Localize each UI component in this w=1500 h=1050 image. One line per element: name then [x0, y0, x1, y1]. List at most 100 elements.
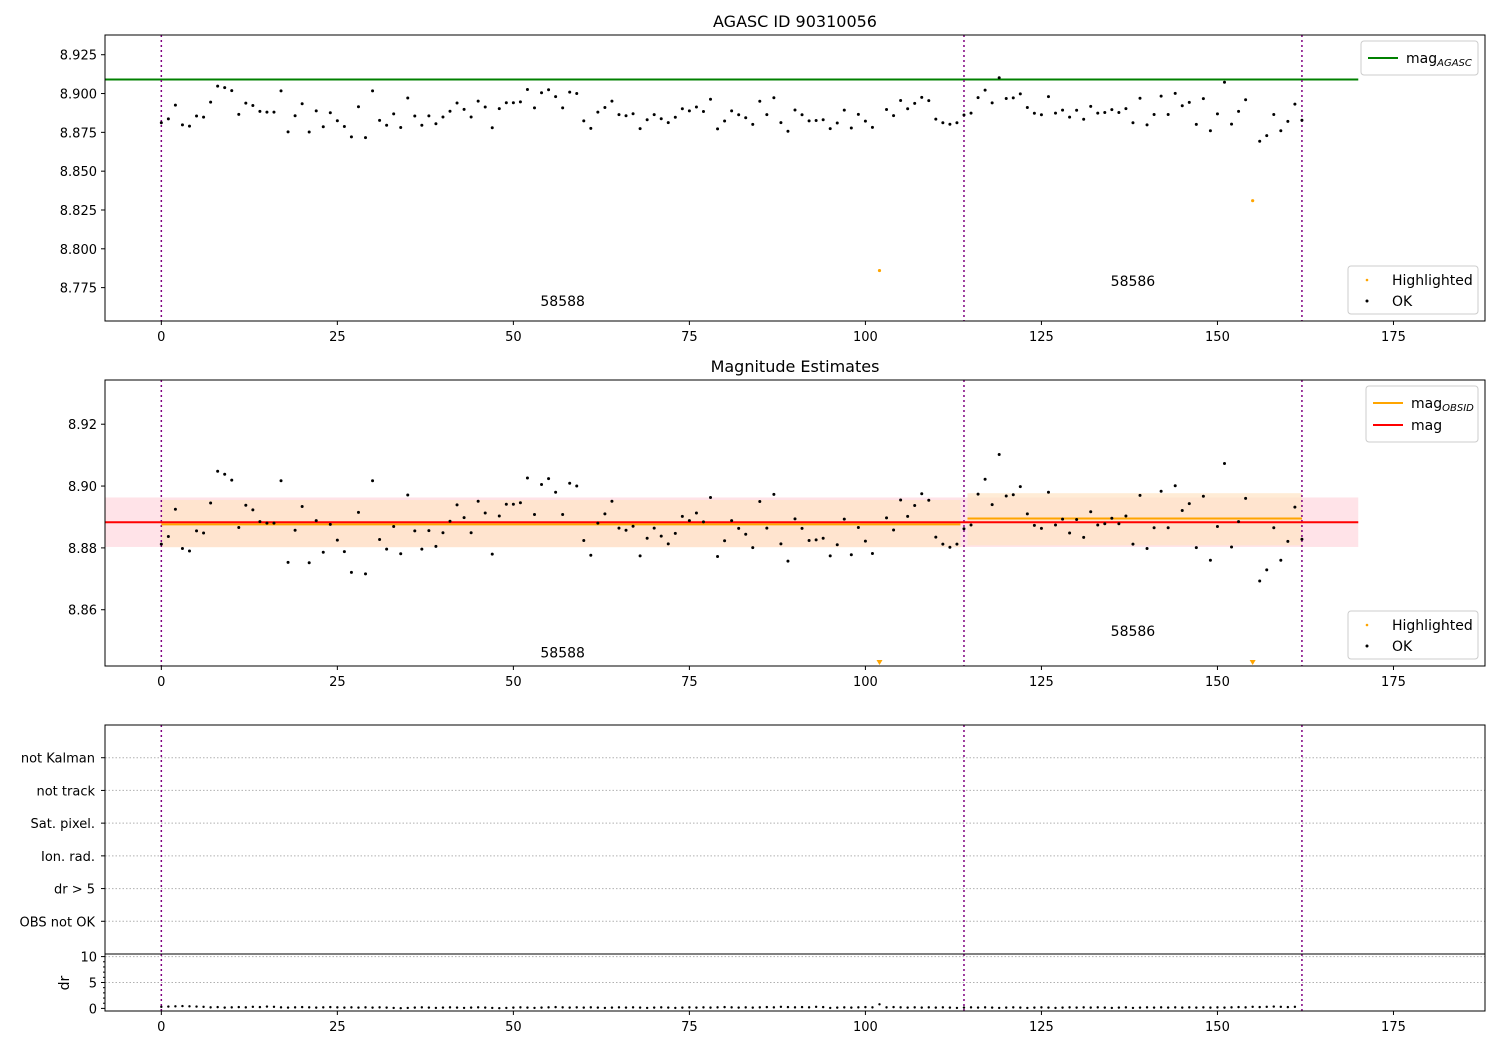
ok-point [976, 96, 980, 100]
ok-point [1279, 129, 1283, 133]
ok-point [1089, 104, 1093, 108]
ok-point [976, 492, 980, 496]
ok-point [948, 122, 952, 126]
ok-point [1145, 123, 1149, 127]
ok-point [730, 1006, 733, 1009]
ok-point [1061, 517, 1065, 521]
points-legend [1347, 610, 1479, 660]
ok-point [687, 109, 691, 113]
ok-point [469, 115, 473, 119]
ok-point [1075, 517, 1079, 521]
ok-point [547, 88, 551, 92]
ok-point [652, 526, 656, 530]
ok-point [913, 1006, 916, 1009]
ok-point [800, 1005, 804, 1009]
ok-point [1159, 1006, 1163, 1009]
x-tick-label-100: 100 [853, 330, 878, 345]
ok-point [856, 525, 860, 529]
ok-point [624, 528, 628, 532]
y-tick-label-0: 0 [89, 1002, 97, 1017]
ok-point [265, 110, 269, 114]
axes-frame [104, 379, 1486, 667]
ok-point [674, 1006, 677, 1010]
ok-point [568, 481, 572, 485]
ok-point [737, 113, 741, 117]
ok-point [899, 1006, 902, 1009]
ok-point [1054, 523, 1058, 527]
x-tick-label-75: 75 [681, 675, 698, 690]
ok-point [223, 1006, 226, 1009]
legend-marker-ok [1365, 299, 1369, 303]
ok-point [892, 528, 896, 532]
ok-point [688, 1006, 691, 1009]
ok-point [751, 1006, 754, 1009]
ok-point [519, 1006, 522, 1009]
ok-point [885, 108, 889, 112]
ok-point [1222, 80, 1226, 84]
ok-point [427, 114, 431, 118]
ok-point [849, 553, 853, 557]
ok-point [1068, 531, 1072, 535]
ok-point [244, 1006, 248, 1009]
ok-point [906, 514, 910, 518]
y-tick-label-8.925: 8.925 [60, 49, 97, 64]
ok-point [955, 542, 959, 546]
ok-point [1145, 547, 1149, 551]
axes-frame [104, 34, 1486, 322]
ok-point [864, 1005, 867, 1009]
ok-point [174, 1005, 177, 1008]
y-tick-label-8.825: 8.825 [60, 204, 97, 219]
ok-point [659, 117, 663, 121]
ok-point [835, 121, 839, 125]
flag-label-2: Sat. pixel. [31, 817, 95, 832]
ok-point [1272, 112, 1276, 116]
ok-point [1124, 1006, 1128, 1009]
ok-point [1272, 1005, 1275, 1008]
ok-point [1265, 134, 1269, 138]
ok-point [793, 1006, 797, 1009]
ok-point [1272, 526, 1276, 530]
ok-point [406, 96, 410, 100]
ok-point [920, 95, 924, 99]
ok-point [413, 529, 417, 533]
ok-point [695, 1006, 698, 1009]
ok-point [983, 1006, 987, 1009]
ok-point [166, 117, 170, 121]
ok-point [504, 101, 508, 105]
ok-point [399, 1006, 402, 1010]
ok-point [807, 119, 811, 123]
ok-point [1237, 109, 1241, 113]
ok-point [1194, 546, 1198, 550]
ok-point [420, 547, 424, 551]
x-tick-label-150: 150 [1205, 1020, 1230, 1035]
ok-point [484, 1006, 487, 1009]
ok-point [1223, 1006, 1226, 1009]
ok-point [272, 521, 276, 525]
ok-point [694, 105, 698, 109]
ok-point [462, 1006, 466, 1010]
ok-point [209, 501, 213, 505]
ok-point [659, 534, 663, 538]
ok-point [490, 126, 494, 130]
ok-point [779, 542, 783, 546]
ok-point [1152, 1006, 1156, 1009]
ok-point [159, 121, 163, 125]
ok-point [920, 492, 924, 496]
ok-point [1075, 1006, 1078, 1009]
ok-point [1089, 510, 1093, 514]
ok-point [561, 106, 565, 110]
ok-point [990, 1006, 994, 1009]
ok-point [1265, 568, 1269, 572]
x-tick-label-125: 125 [1029, 675, 1054, 690]
ok-point [1293, 102, 1297, 106]
panel-mag-title: Magnitude Estimates [711, 357, 880, 376]
ok-point [1124, 514, 1128, 518]
ok-point [540, 1006, 543, 1009]
ok-point [652, 113, 656, 117]
ok-point [307, 1006, 311, 1009]
ok-point [849, 126, 853, 130]
x-tick-label-150: 150 [1205, 330, 1230, 345]
ok-point [328, 111, 332, 115]
ok-point [357, 1006, 360, 1009]
ok-point [779, 121, 783, 125]
